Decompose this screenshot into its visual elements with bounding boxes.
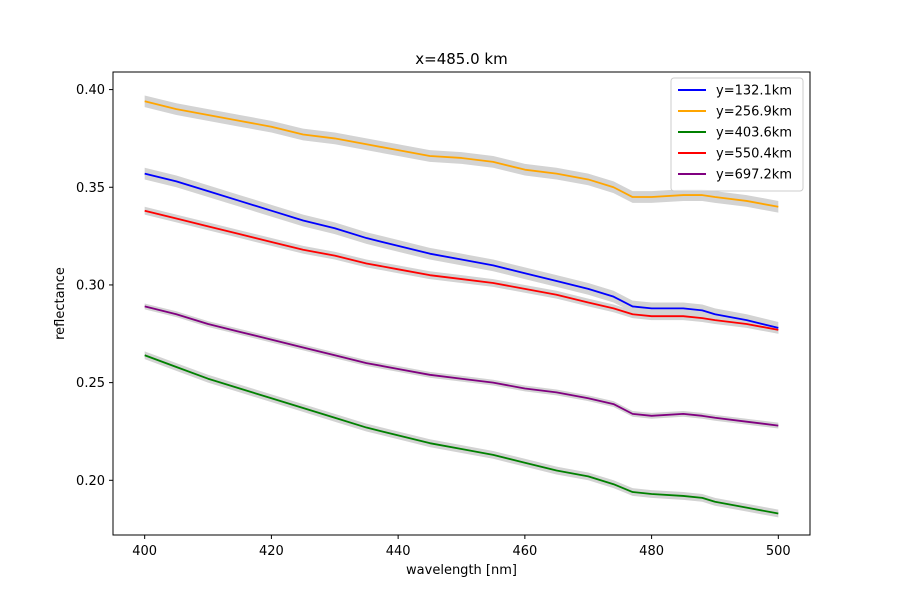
legend-label-1: y=132.1km xyxy=(716,84,792,99)
series-line-1 xyxy=(144,172,779,329)
y-tick-label: 0.35 xyxy=(76,181,105,196)
legend-label-5: y=697.2km xyxy=(716,168,792,183)
legend-label-2: y=256.9km xyxy=(716,105,792,120)
x-tick-label: 460 xyxy=(512,544,537,559)
legend: y=132.1km y=256.9km y=403.6km y=550.4km y=69… xyxy=(670,77,804,192)
legend-label-3: y=403.6km xyxy=(716,126,792,141)
series-lines xyxy=(144,100,779,515)
legend-box xyxy=(670,77,804,192)
series-band-5 xyxy=(144,303,779,429)
uncertainty-bands xyxy=(144,95,779,518)
series-line-4 xyxy=(144,209,779,331)
x-tick-label: 500 xyxy=(766,544,791,559)
series-line-5 xyxy=(144,305,779,427)
y-axis-ticks: 0.20 0.25 0.30 0.35 0.40 xyxy=(76,83,113,489)
series-line-3 xyxy=(144,354,779,515)
chart-title: x=485.0 km xyxy=(415,50,507,68)
x-axis-label: wavelength [nm] xyxy=(406,563,517,578)
x-tick-label: 400 xyxy=(132,544,157,559)
x-axis-ticks: 400 420 440 460 480 500 xyxy=(132,535,791,559)
series-band-3 xyxy=(144,351,779,518)
series-band-4 xyxy=(144,206,779,334)
legend-label-4: y=550.4km xyxy=(716,147,792,162)
x-tick-label: 420 xyxy=(259,544,284,559)
y-tick-label: 0.30 xyxy=(76,278,105,293)
y-tick-label: 0.40 xyxy=(76,83,105,98)
series-line-2 xyxy=(144,100,779,208)
plot-area-frame xyxy=(112,71,811,536)
x-tick-label: 440 xyxy=(386,544,411,559)
x-tick-label: 480 xyxy=(639,544,664,559)
series-band-2 xyxy=(144,95,779,213)
y-tick-label: 0.20 xyxy=(76,474,105,489)
y-tick-label: 0.25 xyxy=(76,376,105,391)
y-axis-label: reflectance xyxy=(53,267,68,340)
